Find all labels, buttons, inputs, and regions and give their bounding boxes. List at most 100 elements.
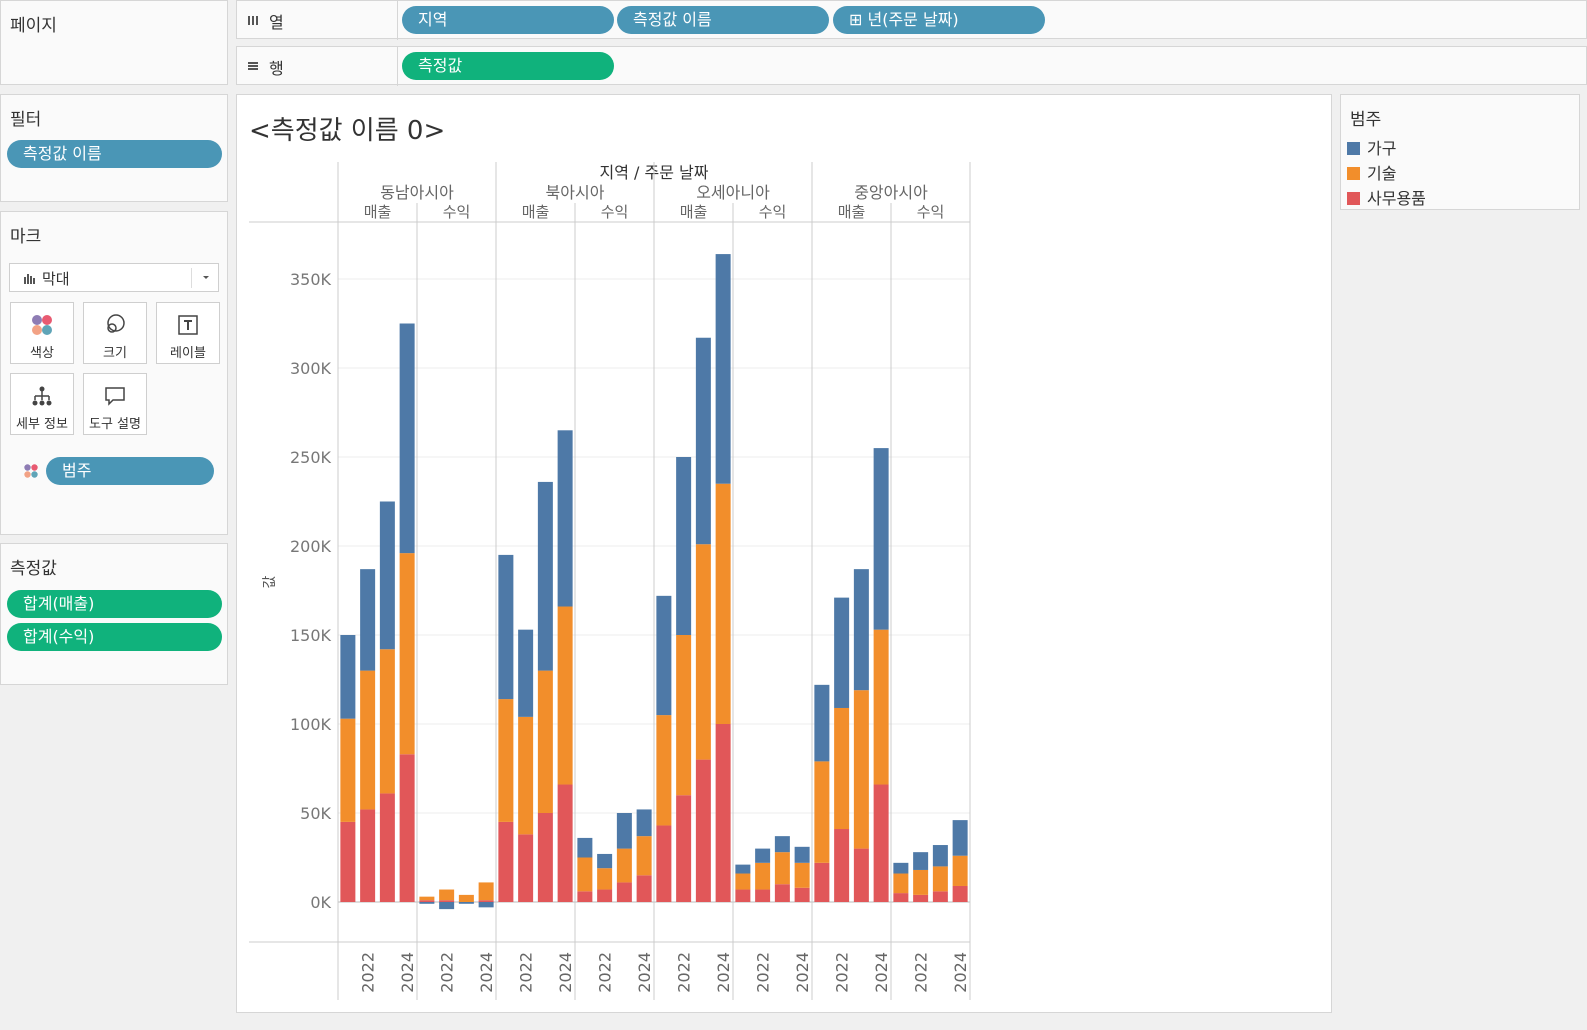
bar-segment — [853, 690, 869, 849]
x-year-tick-label: 2024 — [398, 952, 417, 993]
bar-segment — [537, 670, 553, 813]
shelf-divider — [397, 47, 398, 86]
bar-segment — [932, 891, 948, 902]
filter-pill-measure-names[interactable]: 측정값 이름 — [7, 140, 222, 168]
pages-card-title: 페이지 — [10, 16, 57, 36]
color-field-pill-category[interactable]: 범주 — [46, 457, 214, 485]
bar-segment — [952, 855, 968, 886]
bar-segment — [913, 869, 929, 895]
bar-segment — [478, 902, 494, 908]
measure-header-label: 매출 — [838, 203, 866, 221]
pages-card[interactable]: 페이지 — [0, 0, 228, 85]
detail-hierarchy-icon — [32, 386, 52, 406]
bar-segment — [873, 448, 889, 630]
tooltip-button[interactable]: 도구 설명 — [83, 373, 147, 435]
measure-header-label: 수익 — [759, 203, 787, 221]
size-button[interactable]: 크기 — [83, 302, 147, 364]
label-button[interactable]: 레이블 — [156, 302, 220, 364]
bar-segment — [715, 483, 731, 724]
bar-segment — [755, 862, 771, 890]
bar-segment — [399, 754, 415, 902]
bar-segment — [873, 629, 889, 785]
bar-segment — [616, 848, 632, 883]
x-year-tick-label: 2022 — [517, 952, 536, 993]
y-tick-label: 100K — [290, 715, 332, 734]
rows-shelf[interactable]: 행 측정값 — [236, 46, 1587, 86]
bar-segment — [952, 885, 968, 902]
measure-header-label: 매출 — [364, 203, 392, 221]
measure-pill-sum-profit[interactable]: 합계(수익) — [7, 623, 222, 651]
x-year-tick-label: 2024 — [635, 952, 654, 993]
y-tick-label: 350K — [290, 270, 332, 289]
bar-segment — [458, 902, 474, 904]
bar-segment — [814, 862, 830, 902]
measure-pill-sum-sales[interactable]: 합계(매출) — [7, 590, 222, 618]
bar-segment — [399, 323, 415, 554]
marks-card[interactable]: 마크 막대 색상 크기 레이블 세부 정보 도 — [0, 211, 228, 535]
bar-segment — [794, 887, 810, 902]
filters-card[interactable]: 필터 측정값 이름 — [0, 94, 228, 202]
columns-shelf[interactable]: 열 지역 측정값 이름 ⊞ 년(주문 날짜) — [236, 0, 1587, 40]
bar-segment — [597, 889, 613, 902]
chart-svg[interactable]: <측정값 이름 0> 지역 / 주문 날짜 값 350K300K250K200K… — [237, 95, 1331, 1012]
bar-segment — [518, 629, 534, 717]
bar-segment — [379, 649, 395, 794]
bar-segment — [794, 846, 810, 863]
bar-segment — [794, 862, 810, 888]
bar-segment — [853, 569, 869, 691]
region-header-label: 북아시아 — [546, 183, 605, 202]
bar-segment — [735, 873, 751, 890]
bar-segment — [735, 889, 751, 902]
bar-segment — [715, 724, 731, 902]
bar-segment — [557, 430, 573, 607]
bar-segment — [735, 864, 751, 874]
bar-segment — [656, 715, 672, 826]
measure-values-card[interactable]: 측정값 합계(매출) 합계(수익) — [0, 543, 228, 685]
bar-segment — [676, 635, 692, 796]
bar-segment — [419, 900, 435, 902]
bar-segment — [379, 501, 395, 650]
bar-segment — [755, 848, 771, 863]
bar-segment — [399, 553, 415, 755]
chart-title: <측정값 이름 0> — [249, 116, 445, 146]
rows-shelf-label: 행 — [269, 59, 284, 78]
bar-segment — [340, 821, 356, 902]
legend-label: 사무용품 — [1367, 189, 1426, 208]
column-pill-region[interactable]: 지역 — [402, 6, 614, 34]
bar-segment — [834, 707, 850, 830]
size-button-label: 크기 — [103, 346, 127, 361]
bar-segment — [893, 873, 909, 894]
bar-segment — [695, 544, 711, 760]
columns-icon — [248, 16, 258, 25]
bar-segment — [676, 795, 692, 902]
bar-segment — [557, 606, 573, 785]
column-pill-year-order-date[interactable]: ⊞ 년(주문 날짜) — [833, 6, 1045, 34]
region-header-label: 중앙아시아 — [854, 183, 928, 202]
bar-segment — [518, 834, 534, 902]
measure-header-label: 수익 — [917, 203, 945, 221]
mark-type-dropdown[interactable]: 막대 — [9, 263, 219, 292]
x-year-tick-label: 2022 — [438, 952, 457, 993]
chart-view[interactable]: <측정값 이름 0> 지역 / 주문 날짜 값 350K 300K 250K 200K… — [236, 94, 1332, 1013]
bar-segment — [419, 896, 435, 901]
tooltip-speech-bubble-icon — [105, 387, 125, 406]
column-pill-measure-names[interactable]: 측정값 이름 — [617, 6, 829, 34]
color-button[interactable]: 색상 — [10, 302, 74, 364]
bar-segment — [518, 716, 534, 835]
measure-header-label: 수익 — [601, 203, 629, 221]
x-year-tick-label: 2022 — [754, 952, 773, 993]
bar-segment — [557, 784, 573, 902]
y-tick-label: 150K — [290, 626, 332, 645]
legend-title: 범주 — [1350, 110, 1382, 130]
bar-segment — [814, 684, 830, 762]
x-year-tick-label: 2022 — [912, 952, 931, 993]
detail-button[interactable]: 세부 정보 — [10, 373, 74, 435]
x-year-tick-label: 2022 — [596, 952, 615, 993]
bar-segment — [360, 809, 376, 902]
y-axis-label: 값 — [262, 575, 278, 588]
legend-card[interactable]: 범주 가구 기술 사무용품 — [1340, 94, 1580, 210]
row-pill-measure-values[interactable]: 측정값 — [402, 52, 614, 80]
bar-segment — [695, 759, 711, 902]
bar-segment — [774, 852, 790, 885]
measure-header-label: 매출 — [680, 203, 708, 221]
